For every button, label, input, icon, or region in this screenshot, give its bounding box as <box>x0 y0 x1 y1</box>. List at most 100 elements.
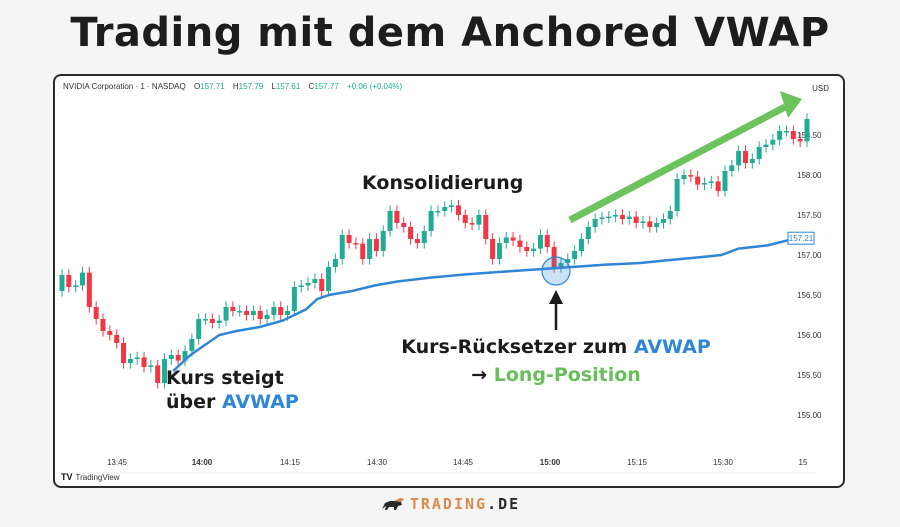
candle-body <box>654 223 660 227</box>
candle-body <box>804 119 810 142</box>
trend-arrow-head-icon <box>780 91 802 118</box>
y-axis-tick: 157.50 <box>797 211 822 220</box>
candle-body <box>332 259 338 267</box>
candle-body <box>585 227 591 239</box>
candle-body <box>93 307 99 319</box>
candle-body <box>777 131 783 140</box>
pullback-highlight-circle <box>541 256 571 286</box>
y-axis-tick: 155.50 <box>797 371 822 380</box>
up-arrow-head-icon <box>549 290 563 304</box>
candle-body <box>278 307 284 315</box>
candle-body <box>667 211 673 219</box>
candle-body <box>469 223 475 225</box>
candle-body <box>483 215 489 239</box>
chart-legend: NVIDIA Corporation · 1 · NASDAQ O157.71 … <box>63 82 403 91</box>
candle-body <box>367 239 373 259</box>
candle-body <box>421 231 427 243</box>
y-axis-tick: 158.50 <box>797 131 822 140</box>
candle-body <box>387 211 393 231</box>
candle-body <box>462 215 468 223</box>
candle-body <box>80 272 86 286</box>
candle-body <box>339 235 345 259</box>
annotation-konsolidierung: Konsolidierung <box>362 172 524 194</box>
y-axis-tick: 158.00 <box>797 171 822 180</box>
chart-panel[interactable]: NVIDIA Corporation · 1 · NASDAQ O157.71 … <box>53 74 845 488</box>
candle-body <box>155 365 161 383</box>
y-axis-tick: 156.00 <box>797 331 822 340</box>
tradingview-logo-icon: TV <box>61 472 73 482</box>
x-axis-tick: 15:00 <box>540 458 561 467</box>
candle-body <box>613 215 619 217</box>
candle-body <box>216 320 222 323</box>
annotation-kurs-steigt: Kurs steigt über AVWAP <box>166 367 299 413</box>
change-value: +0.06 (+0.04%) <box>347 82 403 91</box>
x-axis-tick: 13:45 <box>107 458 128 467</box>
page-title: Trading mit dem Anchored VWAP <box>70 10 830 56</box>
candle-body <box>647 221 653 227</box>
candle-body <box>442 207 448 211</box>
low-value: 157.61 <box>275 82 301 91</box>
candle-body <box>346 235 352 243</box>
candle-body <box>619 215 625 219</box>
candle-body <box>380 231 386 251</box>
right-arrow-icon: → <box>471 364 494 386</box>
candle-body <box>373 239 379 251</box>
candle-body <box>271 307 277 315</box>
candle-body <box>107 331 113 335</box>
candle-body <box>742 151 748 163</box>
candle-body <box>162 359 168 383</box>
candle-body <box>182 351 188 361</box>
avwap-highlight: AVWAP <box>633 336 711 358</box>
candle-body <box>66 275 72 287</box>
high-value: 157.79 <box>238 82 264 91</box>
candle-body <box>537 235 543 249</box>
candle-body <box>756 147 762 159</box>
candle-body <box>476 215 482 225</box>
candle-body <box>223 307 229 321</box>
candle-body <box>360 243 366 259</box>
candle-body <box>250 311 256 315</box>
candle-body <box>319 279 325 291</box>
x-axis-tick: 14:45 <box>453 458 474 467</box>
candle-body <box>244 311 250 315</box>
y-axis-tick: 157.00 <box>797 251 822 260</box>
close-value: 157.77 <box>314 82 339 91</box>
candle-body <box>298 285 304 287</box>
candle-body <box>428 211 434 231</box>
open-value: 157.71 <box>200 82 225 91</box>
candle-body <box>674 179 680 211</box>
candle-body <box>797 139 803 142</box>
candle-body <box>736 151 742 166</box>
candle-body <box>312 279 318 283</box>
candle-body <box>86 272 92 307</box>
candle-body <box>688 175 694 177</box>
x-axis-tick: 15:15 <box>627 458 648 467</box>
candle-body <box>305 283 311 286</box>
candle-body <box>749 159 755 163</box>
avwap-price-label: 157.21 <box>789 234 814 243</box>
avwap-price-tag <box>787 231 815 245</box>
avwap-highlight: AVWAP <box>222 391 299 413</box>
candle-body <box>353 243 359 245</box>
candle-body <box>196 319 202 339</box>
candle-body <box>291 287 297 311</box>
y-axis-tick: 155.00 <box>797 411 822 420</box>
candle-body <box>490 239 496 259</box>
long-position-highlight: Long-Position <box>493 364 641 386</box>
candle-body <box>449 205 455 207</box>
candle-body <box>114 335 120 343</box>
candlestick-chart[interactable]: 155.00 155.50 156.00 156.50 157.00 157.50 158.… <box>55 76 845 488</box>
candle-body <box>257 311 263 319</box>
currency-label: USD <box>812 84 829 93</box>
candle-body <box>455 205 461 215</box>
x-axis-tick: 14:00 <box>192 458 213 467</box>
candle-body <box>531 248 537 251</box>
candle-body <box>503 237 509 243</box>
candle-body <box>558 263 564 267</box>
candle-body <box>134 357 140 359</box>
candle-body <box>606 216 612 219</box>
candle-body <box>189 339 195 351</box>
x-axis-tick: 15:30 <box>713 458 734 467</box>
candle-body <box>168 355 174 359</box>
candle-body <box>127 359 133 363</box>
